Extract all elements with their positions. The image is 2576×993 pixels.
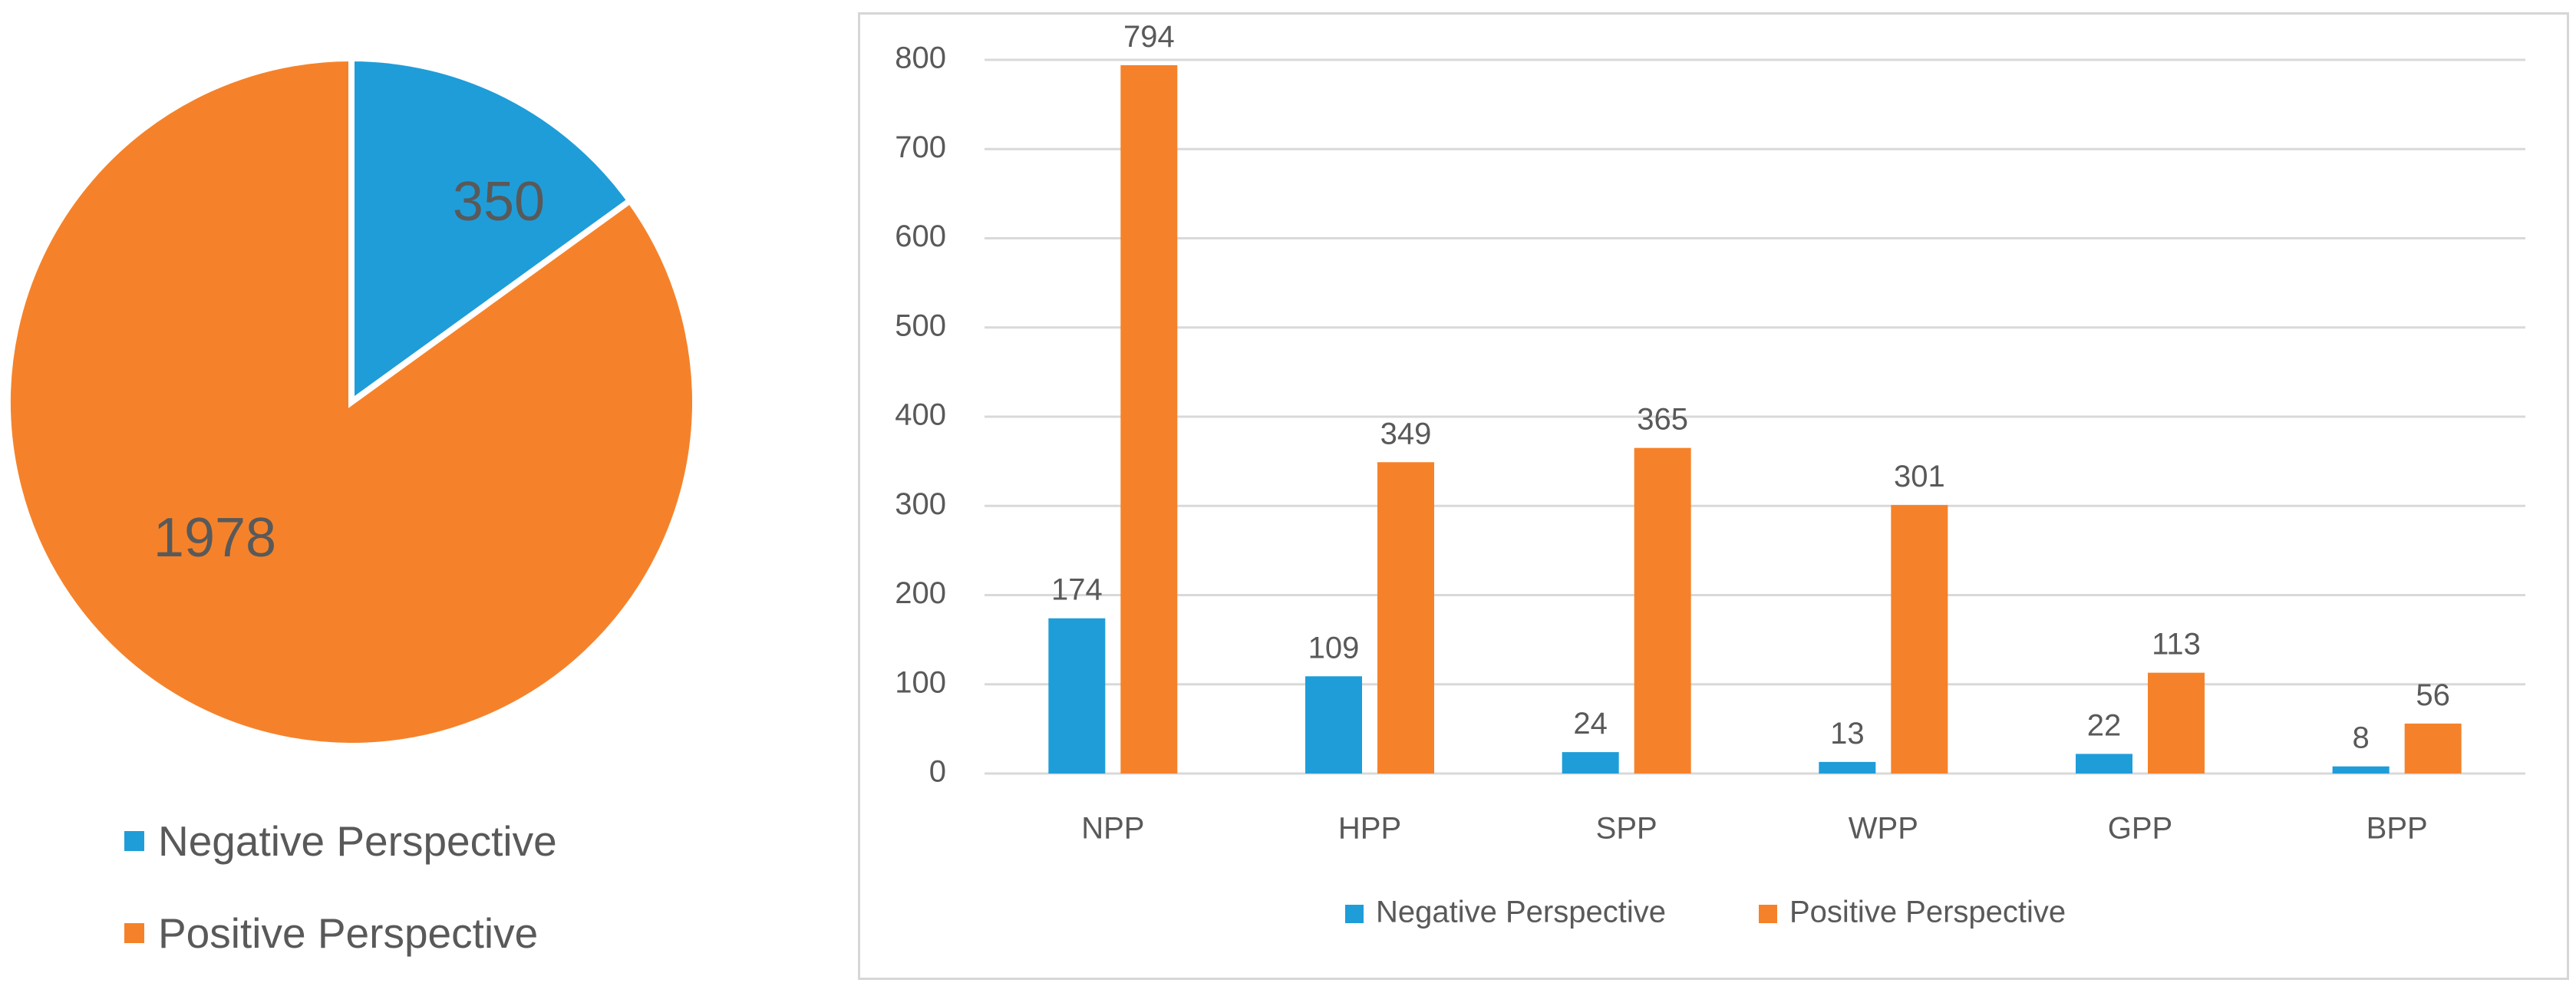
y-tick-label: 300 [895,487,946,521]
x-tick-label: BPP [2367,812,2428,846]
bar-data-label: 365 [1637,403,1688,437]
y-tick-label: 0 [929,755,946,789]
bar-legend-label-negative: Negative Perspective [1376,896,1666,929]
bar-negative-npp [1048,618,1106,774]
bar-negative-bpp [2332,766,2390,774]
y-tick-label: 200 [895,576,946,610]
pie-data-label-negative: 350 [453,171,545,233]
bar-negative-hpp [1305,676,1362,774]
bar-data-label: 8 [2353,721,2370,755]
pie-slice-positive [5,54,698,749]
y-tick-label: 500 [895,308,946,342]
bar-data-label: 13 [1830,717,1865,751]
bar-data-label: 56 [2416,678,2450,712]
bar-chart-panel: 0 100 200 300 400 500 600 700 800 174 794 NPP 109 349… [858,12,2569,980]
bar-legend-swatch-negative [1345,905,1364,923]
bar-positive-hpp [1377,462,1434,774]
y-tick-label: 800 [895,41,946,75]
bar-data-label: 113 [2152,628,2201,661]
bar-chart: 0 100 200 300 400 500 600 700 800 174 794 NPP 109 349… [895,20,2525,929]
x-tick-label: SPP [1596,812,1657,846]
bar-data-label: 24 [1573,707,1608,741]
pie-legend-swatch-positive [124,923,144,943]
bar-data-label: 301 [1894,460,1945,493]
bar-positive-npp [1120,64,1178,774]
pie-legend-swatch-negative [124,831,144,851]
pie-data-label-positive: 1978 [153,507,276,569]
x-tick-label: WPP [1849,812,1918,846]
bar-positive-gpp [2148,672,2205,774]
bar-positive-bpp [2404,723,2462,774]
pie-legend-label-positive: Positive Perspective [158,909,539,957]
bar-data-label: 109 [1308,631,1360,665]
bar-positive-wpp [1891,505,1948,774]
y-tick-label: 600 [895,219,946,253]
x-tick-label: GPP [2108,812,2172,846]
bar-negative-wpp [1819,761,1876,774]
x-tick-label: HPP [1338,812,1401,846]
bar-data-label: 794 [1123,20,1175,54]
y-tick-label: 400 [895,398,946,432]
y-tick-label: 700 [895,130,946,164]
bar-data-label: 349 [1380,417,1432,450]
bar-negative-spp [1562,752,1619,774]
bar-data-label: 22 [2087,708,2122,742]
bar-positive-spp [1634,447,1691,774]
pie-legend-item-positive: Positive Perspective [124,909,538,958]
bar-legend-swatch-positive [1759,905,1777,923]
bar-data-label: 174 [1051,573,1103,607]
x-tick-label: NPP [1081,812,1144,846]
pie-legend-label-negative: Negative Perspective [158,817,557,865]
bar-negative-gpp [2076,754,2132,774]
y-tick-label: 100 [895,665,946,699]
pie-slice-negative [348,54,635,408]
bar-legend-label-positive: Positive Perspective [1789,896,2066,929]
pie-chart: 350 1978 [5,54,698,749]
pie-legend-item-negative: Negative Perspective [124,817,557,866]
